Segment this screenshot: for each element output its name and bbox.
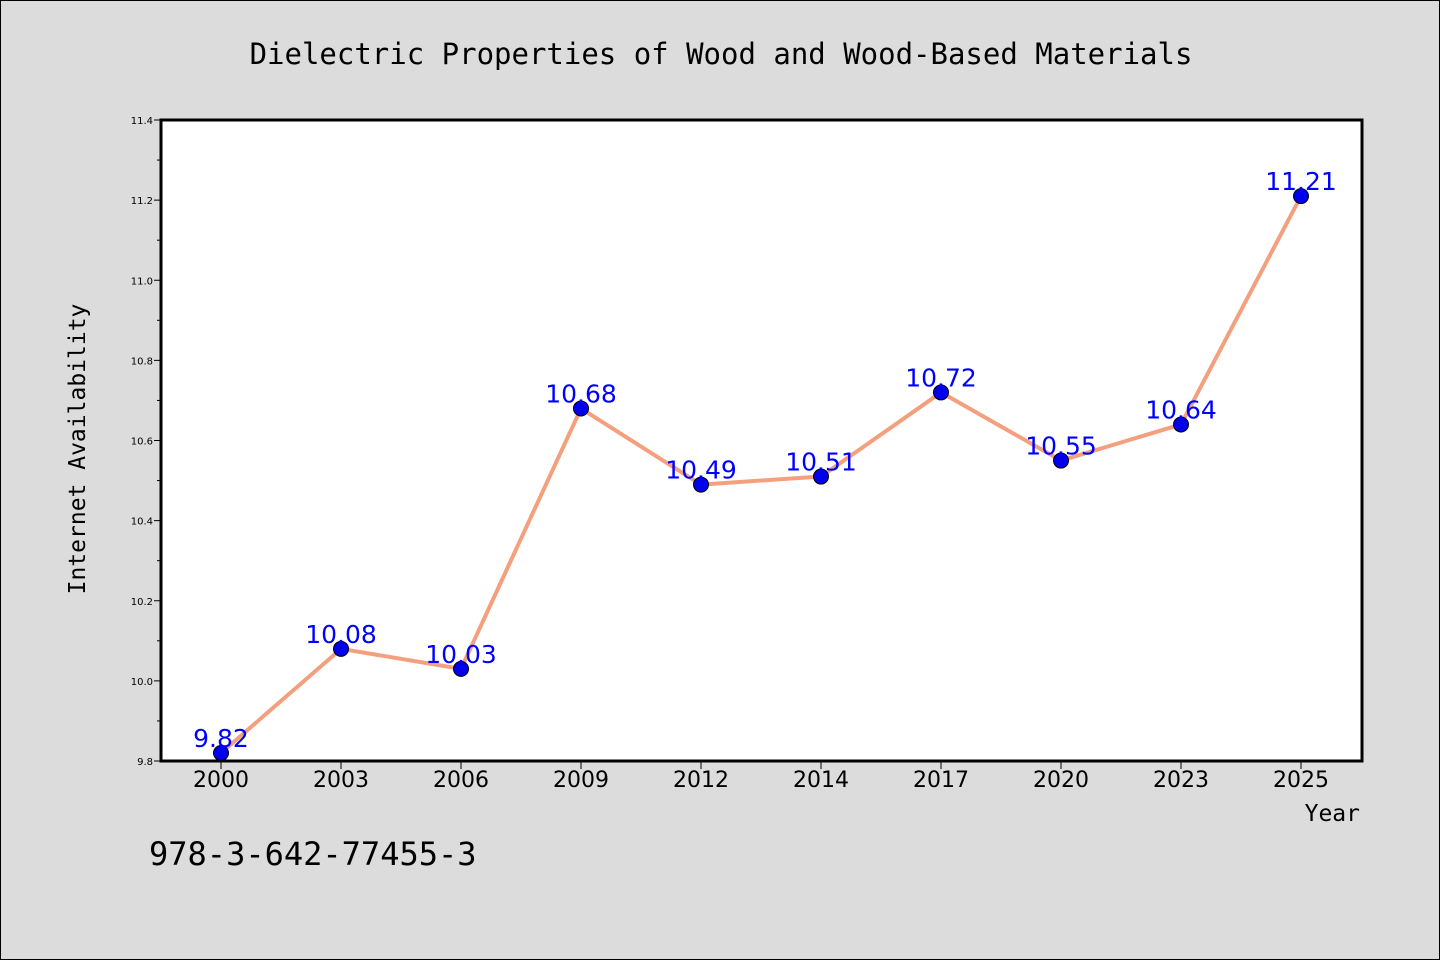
x-tick-label: 2020 [1033,768,1089,793]
data-point [333,640,349,657]
data-point [1053,452,1069,469]
chart-title: Dielectric Properties of Wood and Wood-B… [250,37,1193,71]
y-tick-label: 10.4 [131,517,153,528]
y-tick-label: 10.2 [131,597,153,608]
data-label: 10.55 [1025,432,1097,461]
x-tick-label: 2014 [793,768,849,793]
y-tick-label: 11.2 [131,196,153,207]
data-label: 10.51 [785,448,857,477]
plot-area [159,118,1364,763]
y-tick-label: 11.4 [131,116,153,127]
x-tick-label: 2003 [313,768,369,793]
y-axis-label: Internet Availability [65,304,91,595]
data-label: 10.64 [1145,395,1217,424]
y-tick-label: 10.6 [131,437,153,448]
data-label: 10.68 [545,379,617,408]
isbn-annotation: 978-3-642-77455-3 [149,835,477,873]
data-point [573,400,589,417]
y-tick-label: 11.0 [131,276,153,287]
y-tick-label: 9.8 [137,757,153,768]
data-point [1173,416,1189,433]
data-labels: 9.82 10.08 10.03 10.68 10.49 10.51 10.72 10.55 1… [193,167,1337,753]
series-group [213,188,1309,761]
y-tick-label: 10.8 [131,356,153,367]
x-tick-label: 2000 [193,768,249,793]
x-tick-label: 2006 [433,768,489,793]
data-point [933,384,949,401]
data-label: 10.03 [425,640,497,669]
x-tick-label: 2017 [913,768,969,793]
series-line [219,195,1303,755]
data-label: 10.49 [665,456,737,485]
data-point [213,744,229,761]
x-axis-label: Year [1305,801,1360,827]
data-label: 9.82 [193,724,249,753]
x-tick-label: 2012 [673,768,729,793]
data-label: 11.21 [1265,167,1337,196]
x-tick-label: 2025 [1273,768,1329,793]
x-tick-label: 2023 [1153,768,1209,793]
data-point [453,660,469,677]
data-point [813,468,829,485]
data-point [693,476,709,493]
data-point [1293,188,1309,205]
y-tick-label: 10.0 [131,677,153,688]
data-label: 10.08 [305,620,377,649]
x-axis: 2000 2003 2006 2009 2012 2014 2017 2020 2023 2025 [193,761,1329,793]
data-label: 10.72 [905,363,977,392]
y-axis: 9.8 10.0 10.2 10.4 10.6 10.8 11.0 11.2 11.4 [131,116,161,768]
x-tick-label: 2009 [553,768,609,793]
